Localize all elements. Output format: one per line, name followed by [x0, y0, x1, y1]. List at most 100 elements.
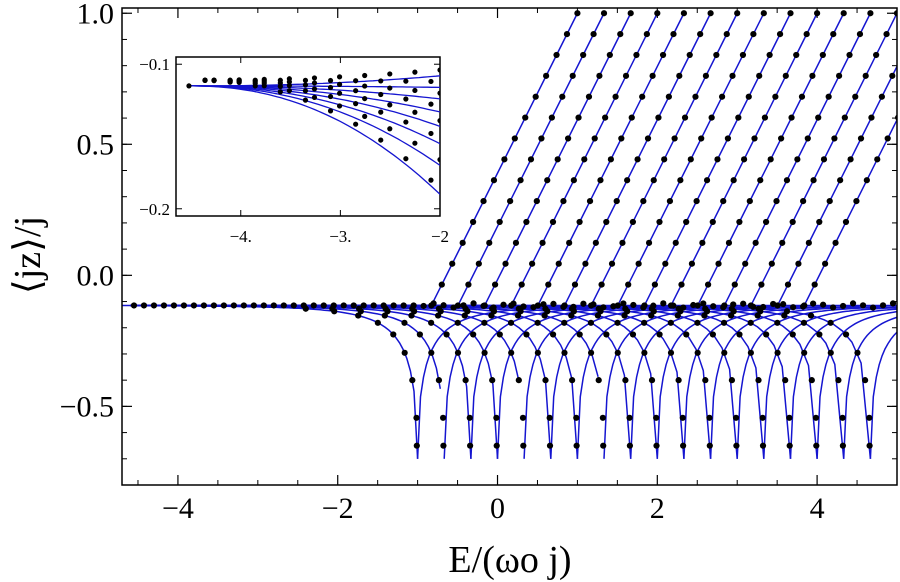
data-point	[538, 135, 545, 142]
y-tick-label: 1.0	[77, 0, 115, 30]
data-point	[815, 114, 822, 121]
data-point	[568, 305, 576, 312]
data-point	[350, 302, 357, 309]
data-point	[329, 305, 336, 312]
data-point	[826, 198, 833, 205]
data-point	[570, 177, 577, 184]
data-point	[518, 281, 525, 288]
inset-x-tick-label: −4.	[230, 227, 252, 246]
data-point	[789, 331, 796, 338]
data-point	[250, 302, 257, 309]
data-point	[700, 300, 707, 307]
inset-point	[277, 83, 283, 89]
data-point	[747, 349, 754, 356]
data-point	[302, 305, 309, 312]
inset-point	[211, 78, 217, 84]
points-layer	[130, 10, 897, 449]
data-point	[707, 10, 714, 17]
lower-curve	[709, 305, 887, 459]
data-point	[534, 319, 541, 326]
data-point	[560, 198, 567, 205]
data-point	[554, 156, 561, 163]
data-point	[730, 177, 737, 184]
lower-curve	[416, 305, 594, 459]
data-point	[576, 331, 583, 338]
lower-curve	[869, 331, 897, 459]
data-point	[841, 114, 848, 121]
data-point	[656, 331, 663, 338]
data-point	[544, 177, 551, 184]
data-point	[772, 93, 779, 100]
data-point	[180, 302, 188, 309]
data-point	[370, 302, 377, 309]
inset-point	[362, 83, 368, 89]
data-point	[811, 281, 818, 288]
inset-point	[302, 82, 309, 88]
data-point	[542, 377, 549, 384]
inset-point	[412, 140, 418, 146]
inset-point	[252, 83, 258, 89]
inset-curve	[189, 85, 440, 195]
data-point	[598, 281, 605, 288]
inset-point	[327, 84, 334, 91]
data-point	[643, 31, 650, 38]
data-point	[626, 414, 633, 421]
data-point	[866, 442, 873, 449]
data-point	[626, 442, 634, 449]
data-point	[869, 304, 877, 311]
inset-point	[378, 91, 384, 98]
data-point	[622, 72, 630, 79]
data-point	[454, 349, 462, 356]
inset-point	[378, 137, 384, 143]
data-point	[827, 349, 834, 356]
inset-point	[286, 79, 292, 85]
lower-curve	[656, 305, 834, 459]
data-point	[809, 72, 816, 79]
data-point	[702, 305, 709, 312]
data-point	[710, 303, 717, 310]
data-point	[742, 260, 749, 267]
inset-y-tick-label: −0.1	[139, 55, 170, 74]
data-point	[401, 319, 408, 326]
data-point	[819, 301, 827, 308]
lower-curve	[816, 310, 897, 459]
data-point	[585, 93, 593, 100]
x-tick-label: 2	[650, 492, 665, 525]
data-point	[614, 302, 621, 309]
data-point	[793, 51, 800, 59]
inset-point	[428, 78, 434, 85]
inset-point	[378, 109, 384, 115]
lower-curve	[443, 305, 620, 459]
data-point	[555, 260, 562, 267]
lower-curve	[130, 304, 552, 459]
data-point	[559, 93, 566, 100]
data-point	[606, 51, 613, 59]
data-point	[553, 51, 560, 59]
data-point	[782, 377, 789, 384]
data-point	[390, 302, 397, 309]
lower-curve	[629, 305, 807, 459]
data-point	[822, 260, 829, 267]
inset-point	[412, 87, 418, 94]
inset-point	[362, 95, 368, 102]
data-point	[515, 305, 522, 312]
data-point	[563, 31, 571, 38]
data-point	[699, 239, 706, 246]
data-point	[702, 72, 710, 79]
data-point	[413, 414, 420, 421]
lower-curve	[789, 308, 897, 459]
data-point	[566, 239, 573, 246]
data-point	[622, 377, 629, 384]
data-point	[665, 93, 672, 100]
data-point	[720, 198, 727, 205]
data-point	[840, 10, 847, 17]
data-point	[467, 442, 474, 449]
data-point	[740, 156, 748, 163]
data-point	[883, 31, 890, 38]
data-point	[542, 305, 549, 312]
data-point	[736, 218, 743, 226]
data-point	[724, 135, 732, 142]
data-point	[240, 302, 247, 309]
data-point	[607, 156, 614, 163]
data-point	[443, 331, 450, 338]
